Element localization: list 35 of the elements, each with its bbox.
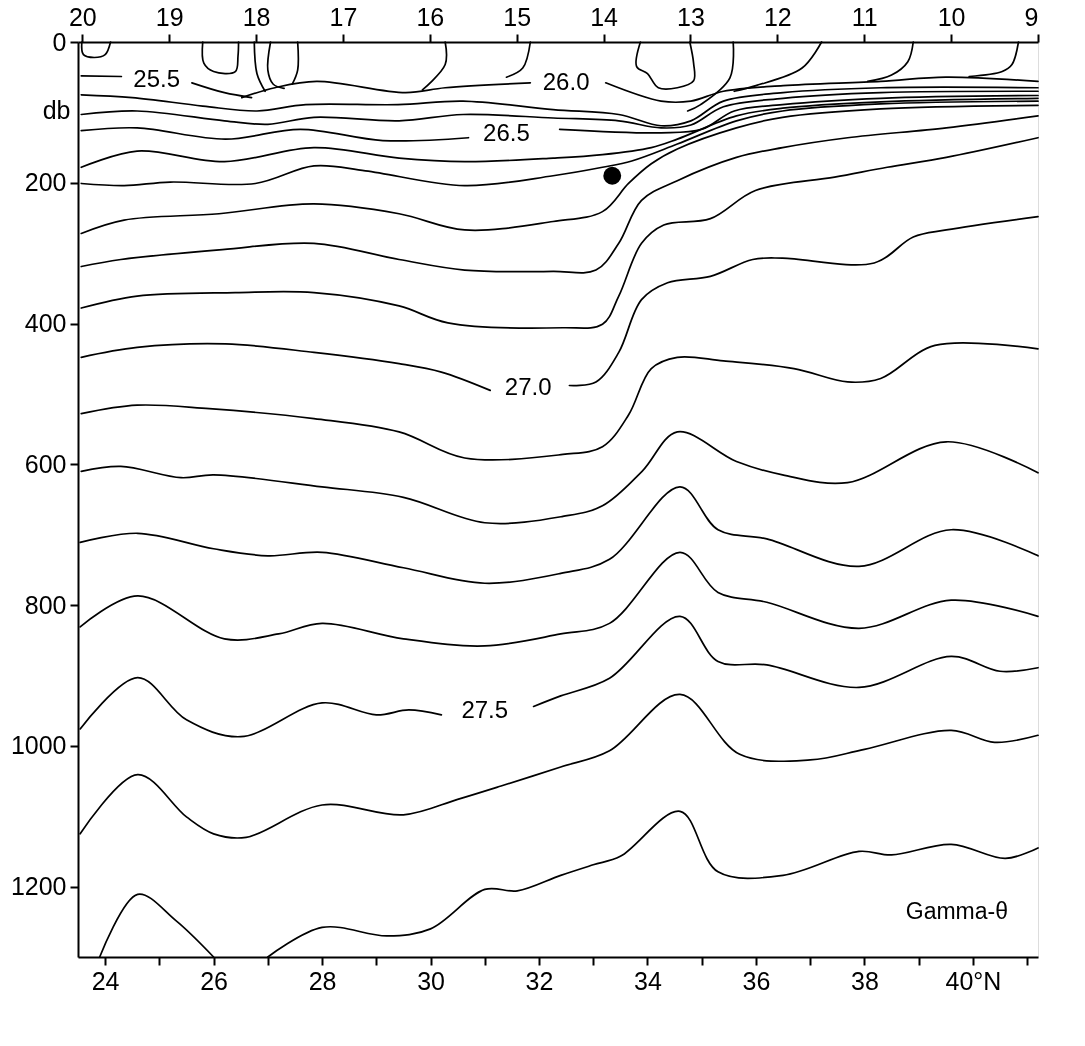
x2-tick-label: 11 <box>851 2 878 31</box>
x-tick-label: 40°N <box>945 966 1002 995</box>
x2-tick-label: 12 <box>763 2 792 31</box>
x2-tick-label: 13 <box>677 2 705 31</box>
x2-tick-label: 14 <box>590 2 619 31</box>
y-tick-label: 1200 <box>10 872 67 901</box>
y-tick-label: 800 <box>24 590 67 619</box>
series-label: 26.5 <box>483 118 530 146</box>
series-label: 25.5 <box>133 64 180 92</box>
y-tick-label: 400 <box>24 309 67 338</box>
y-tick-label: 600 <box>24 449 67 478</box>
x-tick-label: 32 <box>525 966 554 995</box>
x2-tick-label: 20 <box>68 2 97 31</box>
x-tick-label: 38 <box>851 966 879 995</box>
y-tick-label: 0 <box>52 27 67 56</box>
annotation: Gamma-θ <box>905 898 1008 924</box>
x2-tick-label: 17 <box>329 2 358 31</box>
x-tick-label: 24 <box>91 966 120 995</box>
y-tick-label: 1000 <box>10 731 67 760</box>
x2-tick-label: 16 <box>416 2 445 31</box>
series-label: 26.0 <box>542 67 590 95</box>
x2-tick-label: 10 <box>937 2 966 31</box>
x2-tick-label: 15 <box>503 2 532 31</box>
series-label: 27.5 <box>461 695 509 723</box>
y-axis-title: db <box>42 96 71 125</box>
series-label: 27.0 <box>504 372 552 400</box>
y-tick-label: 200 <box>24 168 67 197</box>
x-tick-label: 34 <box>634 966 662 995</box>
x2-tick-label: 9 <box>1024 2 1039 31</box>
x2-tick-label: 19 <box>155 2 184 31</box>
x-tick-label: 30 <box>417 966 445 995</box>
x-tick-label: 36 <box>742 966 771 995</box>
x-tick-label: 26 <box>200 966 228 995</box>
x-tick-label: 28 <box>308 966 337 995</box>
x2-tick-label: 18 <box>242 2 271 31</box>
